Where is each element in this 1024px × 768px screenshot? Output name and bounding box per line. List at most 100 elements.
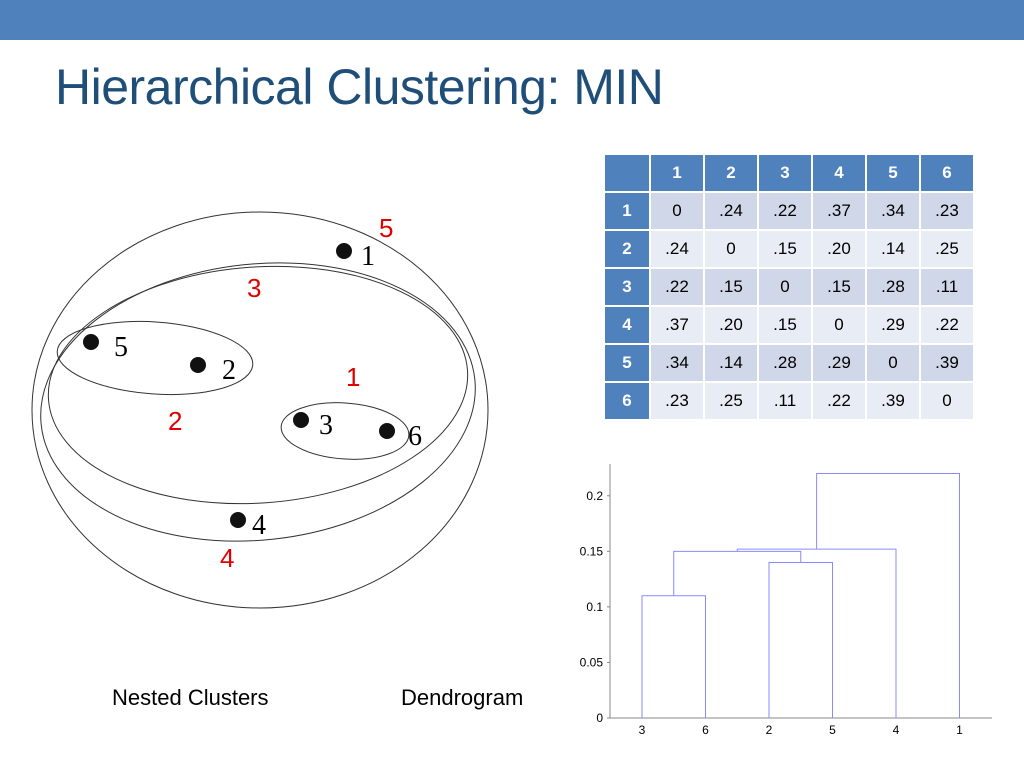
cluster-ellipse-3: [47, 265, 469, 505]
table-cell: .20: [812, 230, 866, 268]
table-cell: .25: [920, 230, 974, 268]
row-header: 1: [604, 192, 650, 230]
table-row: 4 .37 .20 .15 0 .29 .22: [604, 306, 974, 344]
point-dot-3: [293, 412, 309, 428]
y-tick-label: 0.2: [586, 489, 603, 503]
column-header: 2: [704, 154, 758, 192]
dendrogram-link: [816, 473, 960, 718]
cluster-order-label-5: 5: [379, 213, 393, 243]
table-cell: .34: [866, 192, 920, 230]
column-header: 6: [920, 154, 974, 192]
x-tick-label: 3: [639, 723, 646, 737]
point-label-1: 1: [361, 241, 375, 272]
cluster-order-label-3: 3: [247, 273, 261, 303]
table-cell: .22: [650, 268, 704, 306]
table-cell: .23: [650, 382, 704, 420]
row-header: 4: [604, 306, 650, 344]
nested-clusters-diagram: 1 2 3 4 5 6 1 2 3 4 5: [31, 211, 489, 609]
dendrogram-link: [768, 561, 833, 718]
column-header: 4: [812, 154, 866, 192]
table-cell: 0: [920, 382, 974, 420]
table-cell: .14: [866, 230, 920, 268]
point-label-5: 5: [114, 332, 128, 363]
table-cell: .25: [704, 382, 758, 420]
table-cell: .15: [812, 268, 866, 306]
table-cell: .11: [758, 382, 812, 420]
point-dot-5: [83, 334, 99, 350]
x-tick-label: 5: [829, 723, 836, 737]
x-tick-label: 2: [766, 723, 773, 737]
table-cell: .37: [650, 306, 704, 344]
table-row: 1 0 .24 .22 .37 .34 .23: [604, 192, 974, 230]
cluster-order-label-1: 1: [346, 362, 360, 392]
cluster-order-label-4: 4: [220, 543, 234, 573]
dendrogram-link: [673, 550, 802, 596]
table-cell: .29: [866, 306, 920, 344]
table-cell: .14: [704, 344, 758, 382]
x-tick-label: 6: [702, 723, 709, 737]
table-cell: .20: [704, 306, 758, 344]
y-tick-label: 0.15: [580, 544, 604, 558]
table-cell: 0: [866, 344, 920, 382]
distance-matrix-table: 1 2 3 4 5 6 1 0 .24 .22 .37 .34 .23 2 .2…: [604, 154, 974, 420]
column-header: 5: [866, 154, 920, 192]
row-header: 2: [604, 230, 650, 268]
table-cell: .11: [920, 268, 974, 306]
column-header: 3: [758, 154, 812, 192]
table-cell: .34: [650, 344, 704, 382]
y-tick-label: 0.1: [586, 600, 603, 614]
table-cell: .39: [866, 382, 920, 420]
dendrogram-link: [736, 548, 897, 718]
y-tick-label: 0: [596, 711, 603, 725]
row-header: 6: [604, 382, 650, 420]
cluster-ellipse-1: [280, 402, 410, 460]
table-cell: 0: [650, 192, 704, 230]
table-row: 5 .34 .14 .28 .29 0 .39: [604, 344, 974, 382]
table-cell: .24: [650, 230, 704, 268]
x-tick-label: 4: [893, 723, 900, 737]
point-dot-2: [190, 357, 206, 373]
table-cell: .22: [758, 192, 812, 230]
top-banner: [0, 0, 1024, 40]
table-cell: .37: [812, 192, 866, 230]
table-cell: .15: [758, 230, 812, 268]
table-cell: .22: [812, 382, 866, 420]
point-label-4: 4: [252, 510, 266, 541]
column-header: 1: [650, 154, 704, 192]
table-cell: .24: [704, 192, 758, 230]
table-cell: .29: [812, 344, 866, 382]
slide-title: Hierarchical Clustering: MIN: [55, 59, 664, 115]
dendrogram-caption: Dendrogram: [401, 685, 524, 710]
point-label-3: 3: [319, 410, 333, 441]
point-label-2: 2: [222, 355, 236, 386]
y-tick-label: 0.05: [580, 655, 604, 669]
point-dot-1: [336, 243, 352, 259]
table-row: 2 .24 0 .15 .20 .14 .25: [604, 230, 974, 268]
table-header-row: 1 2 3 4 5 6: [604, 154, 974, 192]
table-cell: 0: [758, 268, 812, 306]
row-header: 5: [604, 344, 650, 382]
cluster-ellipse-2: [56, 320, 254, 396]
point-dot-4: [230, 512, 246, 528]
table-cell: 0: [704, 230, 758, 268]
table-cell: .23: [920, 192, 974, 230]
table-corner-cell: [604, 154, 650, 192]
dendrogram-chart: 0 0.05 0.1 0.15 0.2 3 6 2 5 4 1: [580, 464, 992, 737]
cluster-ellipse-5: [31, 211, 489, 609]
table-cell: 0: [812, 306, 866, 344]
x-tick-label: 1: [956, 723, 963, 737]
nested-clusters-caption: Nested Clusters: [112, 685, 269, 710]
table-cell: .22: [920, 306, 974, 344]
table-cell: .39: [920, 344, 974, 382]
row-header: 3: [604, 268, 650, 306]
point-label-6: 6: [408, 421, 422, 452]
table-cell: .28: [758, 344, 812, 382]
point-dot-6: [379, 423, 395, 439]
table-row: 3 .22 .15 0 .15 .28 .11: [604, 268, 974, 306]
table-cell: .28: [866, 268, 920, 306]
table-cell: .15: [758, 306, 812, 344]
table-cell: .15: [704, 268, 758, 306]
dendrogram-link: [641, 595, 706, 718]
table-row: 6 .23 .25 .11 .22 .39 0: [604, 382, 974, 420]
cluster-ellipse-4: [40, 262, 476, 542]
